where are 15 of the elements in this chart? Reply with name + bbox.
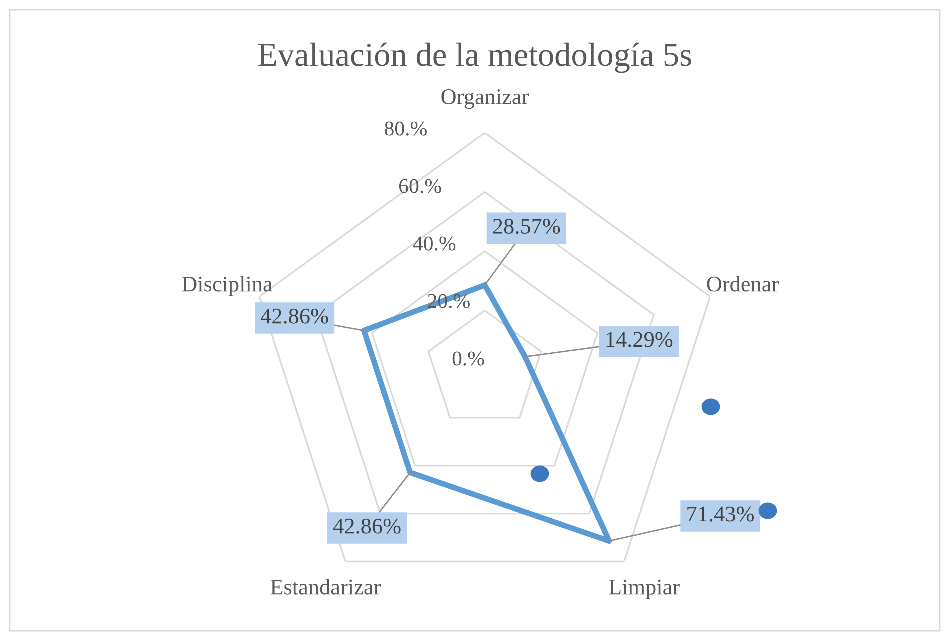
data-label: 42.86% [333, 518, 401, 534]
data-label: 71.43% [688, 506, 754, 522]
spoke-label: Organizar [442, 90, 530, 110]
spoke-label: Ordenar [707, 276, 779, 292]
spoke-label: Estandarizar [270, 579, 382, 595]
y-tick-label: 80.% [385, 122, 427, 136]
y-tick-label: 40.% [413, 236, 456, 251]
data-label: 28.57% [493, 218, 560, 234]
data-label: 14.29% [606, 332, 673, 348]
chart-title: Evaluación de la metodología 5s [258, 42, 692, 74]
y-tick-label: 60.% [400, 179, 442, 194]
data-label: 42.86% [260, 308, 328, 324]
y-tick-label: 0.% [452, 352, 484, 366]
spoke-label: Limpiar [609, 580, 680, 600]
spoke-label: Disciplina [182, 276, 273, 296]
